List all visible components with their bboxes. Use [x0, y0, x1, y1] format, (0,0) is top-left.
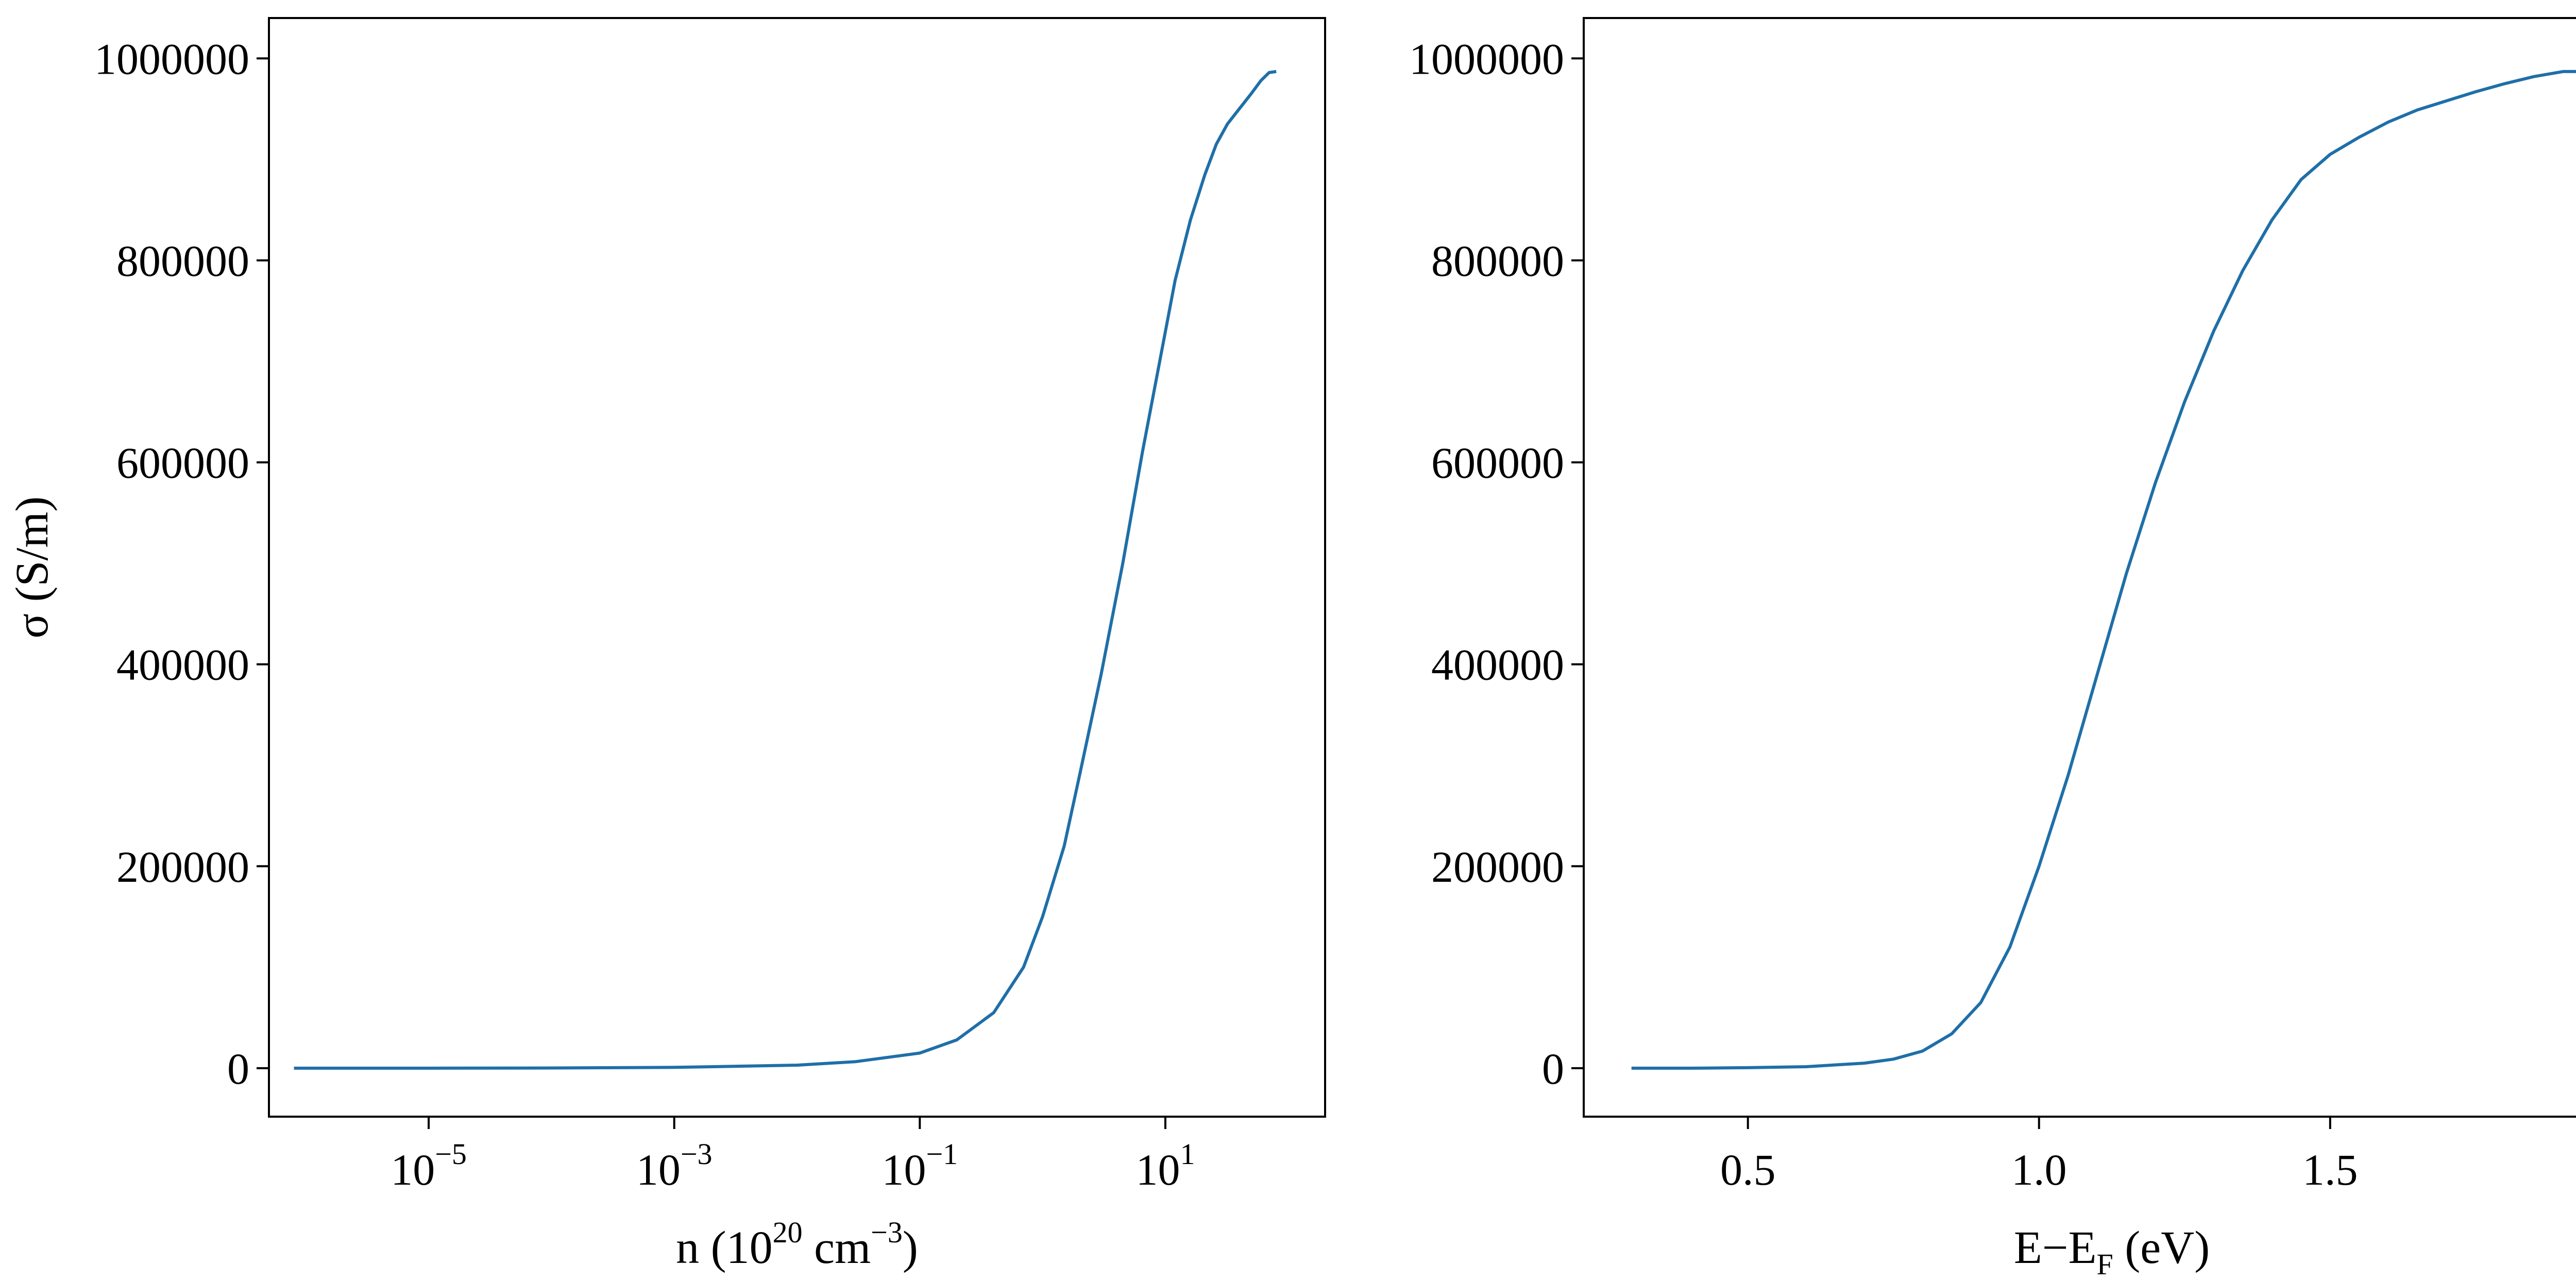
- x-tick-label: 10−5: [391, 1137, 467, 1194]
- y-tick-label: 400000: [1431, 640, 1564, 690]
- y-tick-label: 1000000: [1409, 34, 1564, 83]
- x-tick-label: 1.0: [2011, 1145, 2067, 1194]
- left-y-ticks: 0 200000 400000 600000 800000 1000000: [94, 34, 269, 1093]
- right-x-axis-label: E−EF (eV): [2014, 1222, 2210, 1281]
- y-tick-label: 0: [1542, 1044, 1564, 1093]
- left-y-axis-label: σ (S/m): [7, 496, 58, 638]
- y-tick-label: 800000: [1431, 236, 1564, 286]
- right-x-ticks: 0.51.01.52.0: [1720, 1117, 2358, 1194]
- right-series-line: [1631, 70, 2576, 1070]
- y-tick-label: 600000: [1431, 438, 1564, 488]
- left-plot-frame: [268, 17, 1326, 1118]
- y-tick-label: 800000: [116, 236, 249, 286]
- left-x-ticks: 10−5 10−3 10−1 101: [391, 1117, 1195, 1194]
- right-y-ticks: 0 200000 400000 600000 800000 1000000: [1409, 34, 1584, 1093]
- y-tick-label: 200000: [1431, 842, 1564, 892]
- right-chart: 0 200000 400000 600000 800000 1000000 0.5 1.0 1…: [1409, 17, 2576, 1281]
- y-tick-label: 400000: [116, 640, 249, 690]
- x-tick-label: 10−1: [882, 1137, 958, 1194]
- x-tick-label: 0.5: [1720, 1145, 1776, 1194]
- left-x-axis-label: n (1020 cm−3): [676, 1216, 918, 1273]
- x-tick-label: 101: [1136, 1137, 1195, 1194]
- left-series-line: [294, 70, 1277, 1070]
- y-tick-label: 600000: [116, 438, 249, 488]
- x-tick-label: 1.5: [2302, 1145, 2358, 1194]
- right-plot-frame: [1583, 17, 2576, 1118]
- y-tick-label: 0: [227, 1044, 249, 1093]
- y-tick-label: 200000: [116, 842, 249, 892]
- y-tick-label: 1000000: [94, 34, 249, 83]
- x-tick-label: 10−3: [636, 1137, 713, 1194]
